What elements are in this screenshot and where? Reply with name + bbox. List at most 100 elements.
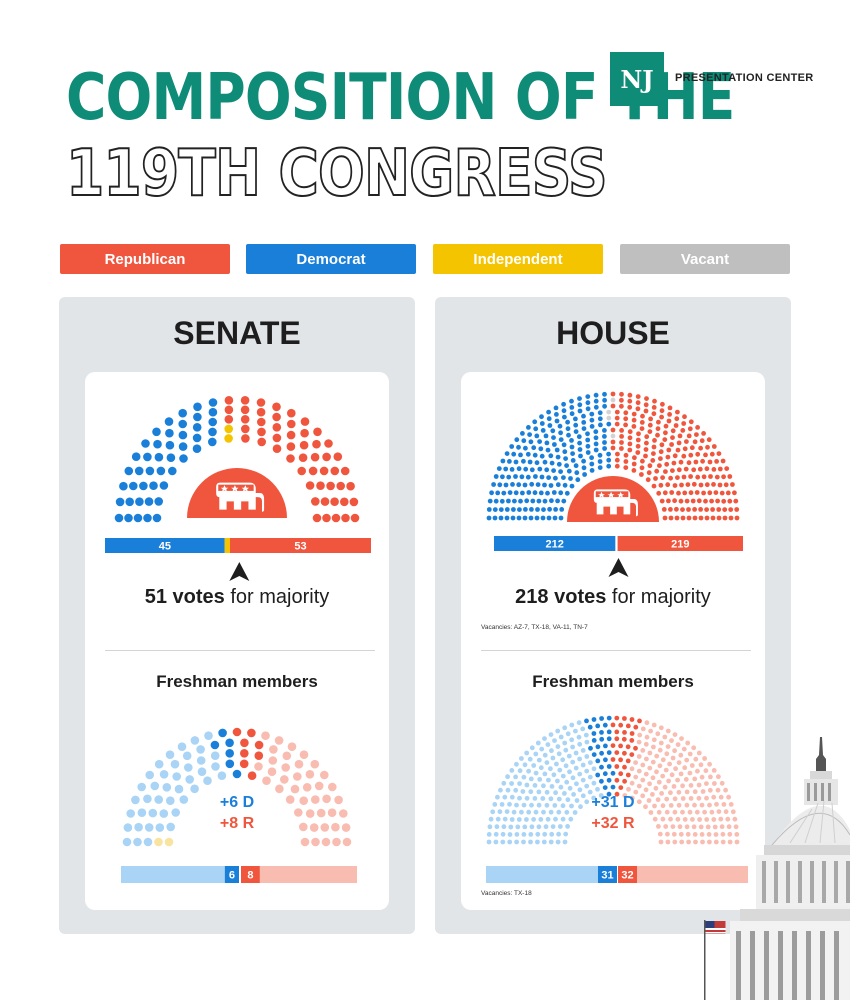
house-freshman-seat: [567, 769, 572, 775]
house-freshman-seat: [696, 782, 702, 788]
house-freshman-seat: [653, 785, 659, 791]
house-seat: [707, 459, 713, 465]
senate-seat: [139, 481, 148, 491]
house-freshman-seat: [640, 726, 646, 732]
house-freshman-seat: [573, 750, 579, 756]
house-seat: [670, 428, 676, 434]
house-seat: [640, 413, 645, 419]
house-freshman-seat: [680, 809, 685, 815]
house-freshman-seat: [625, 772, 631, 778]
house-seat: [635, 443, 641, 449]
house-freshman-seat: [692, 802, 697, 808]
house-seat: [700, 458, 705, 464]
house-seat: [524, 498, 530, 504]
house-seat: [511, 507, 516, 512]
house-seat: [548, 453, 554, 459]
house-freshman-bar-democrat-other: [486, 866, 598, 883]
senate-seat: [312, 513, 322, 523]
house-freshman-seat: [670, 755, 676, 761]
house-freshman-seat: [587, 774, 593, 780]
house-freshman-seat: [614, 791, 620, 797]
house-seat: [691, 481, 697, 487]
house-freshman-seat: [707, 802, 712, 808]
senate-freshman-seat: [261, 731, 270, 740]
house-freshman-seat: [548, 839, 554, 845]
house-freshman-seat: [541, 839, 547, 845]
house-freshman-seat: [644, 756, 649, 762]
house-seat: [493, 474, 499, 479]
house-freshman-seat: [626, 786, 631, 792]
senate-bar-label-republican: 53: [294, 541, 306, 553]
house-freshman-seat: [595, 758, 601, 764]
house-freshman-seat: [587, 724, 593, 730]
house-seat: [539, 414, 544, 420]
senate-freshman-seat: [182, 751, 192, 761]
senate-freshman-seat: [197, 767, 207, 776]
house-seat: [566, 468, 572, 474]
house-freshman-seat: [677, 824, 683, 830]
house-seat: [585, 450, 591, 455]
house-seat: [522, 482, 528, 488]
house-seat: [553, 507, 558, 512]
house-freshman-seat: [685, 740, 691, 746]
house-seat: [730, 482, 735, 487]
house-seat: [709, 498, 714, 504]
house-seat: [651, 451, 656, 456]
senate-bar-independent: [224, 538, 230, 553]
house-seat: [680, 515, 686, 521]
house-seat: [695, 425, 700, 430]
house-seat: [652, 398, 657, 404]
nj-logo: NJ: [610, 52, 664, 106]
house-freshman-seat: [574, 781, 579, 787]
house-freshman-seat: [694, 809, 700, 815]
house-freshman-seat: [591, 717, 597, 722]
house-freshman-seat: [633, 789, 639, 795]
house-freshman-seat: [647, 750, 653, 756]
house-freshman-seat: [495, 794, 500, 800]
senate-freshman-seat: [305, 770, 315, 779]
house-freshman-seat: [614, 750, 620, 755]
house-freshman-seat: [658, 839, 664, 845]
senate-freshman-seat: [328, 782, 337, 792]
house-freshman-seat: [554, 761, 559, 767]
house-freshman-seat: [646, 798, 652, 803]
house-freshman-seat: [540, 796, 546, 801]
senate-freshman-seat: [123, 823, 133, 832]
house-freshman-seat: [614, 764, 620, 769]
house-seat: [686, 433, 692, 439]
house-freshman-seat: [676, 802, 682, 808]
house-freshman-seat: [515, 824, 521, 830]
senate-majority-pointer-icon: [229, 562, 250, 581]
house-seat: [546, 515, 552, 521]
house-seat: [570, 451, 575, 456]
house-seat: [551, 490, 557, 495]
senate-freshman-seat: [190, 784, 199, 794]
house-freshman-seat: [610, 743, 616, 748]
house-seat: [547, 506, 552, 512]
house-vacancies: Vacancies: AZ-7, TX-18, VA-11, TN-7: [481, 624, 588, 631]
house-seat: [679, 482, 684, 488]
house-seat: [550, 428, 556, 434]
house-freshman-seat: [569, 722, 575, 728]
house-freshman-seat: [650, 775, 656, 781]
house-seat: [664, 461, 670, 467]
senate-seat: [208, 437, 217, 447]
house-freshman-seat: [514, 832, 520, 837]
house-freshman-seat: [610, 784, 616, 790]
house-seat: [654, 468, 660, 474]
senate-freshman-seat: [166, 822, 175, 832]
house-seat: [566, 432, 571, 438]
house-seat: [606, 421, 612, 427]
house-seat: [564, 463, 569, 468]
house-freshman-seat: [505, 787, 511, 793]
house-freshman-seat: [599, 716, 604, 721]
senate-freshman-seat: [143, 794, 152, 804]
house-seat: [540, 428, 546, 433]
house-seat: [548, 483, 554, 488]
house-freshman-seat: [553, 790, 558, 796]
house-freshman-seat: [486, 832, 492, 837]
house-seat: [559, 507, 565, 512]
house-seat: [558, 469, 563, 474]
senate-seat: [168, 466, 177, 476]
house-seat: [582, 472, 587, 477]
